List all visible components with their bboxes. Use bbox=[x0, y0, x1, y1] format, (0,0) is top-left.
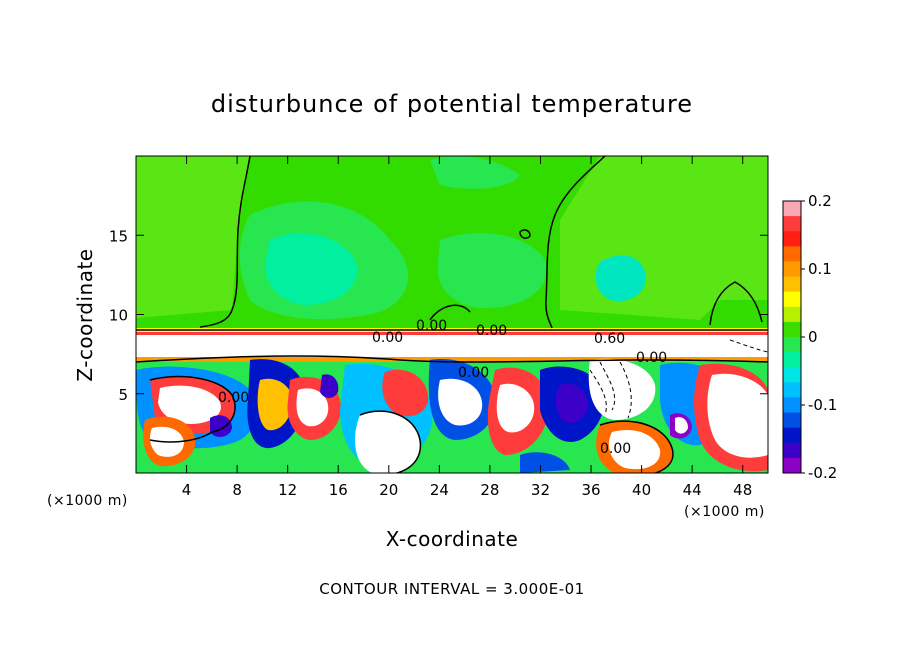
contour-label: 0.60 bbox=[594, 331, 625, 347]
x-unit-right: (×1000 m) bbox=[684, 504, 765, 520]
upper-cyan-blob bbox=[265, 232, 358, 305]
contour-label: 0.00 bbox=[600, 441, 631, 457]
colorbar-swatch bbox=[783, 231, 801, 247]
x-tick-label: 48 bbox=[733, 481, 752, 499]
inversion-band-white bbox=[136, 335, 768, 357]
colorbar-swatch bbox=[783, 276, 801, 293]
x-axis: 4 8 12 16 20 24 28 32 36 40 44 48 bbox=[182, 156, 752, 499]
upper-cyan-blob bbox=[595, 255, 646, 302]
colorbar-tick-label: -0.2 bbox=[808, 464, 837, 482]
colorbar-swatch bbox=[783, 457, 801, 474]
colorbar-tick-label: 0.1 bbox=[808, 260, 832, 278]
colorbar-swatch bbox=[783, 382, 801, 398]
colorbar-swatch bbox=[783, 306, 801, 323]
colorbar-swatch bbox=[783, 261, 801, 278]
contour-label: 0.00 bbox=[636, 350, 667, 366]
contour-labels: 0.00 0.00 0.00 0.60 0.00 0.00 0.00 0.00 bbox=[218, 318, 667, 457]
x-axis-label: X-coordinate bbox=[386, 527, 519, 551]
contour-lines bbox=[136, 156, 768, 473]
upper-light-green-region bbox=[136, 156, 250, 318]
colorbar-swatch bbox=[783, 397, 801, 414]
contour-label: 0.00 bbox=[372, 330, 403, 346]
dashed-contours bbox=[589, 339, 768, 419]
contour-label: 0.00 bbox=[416, 318, 447, 334]
inversion-band-red bbox=[136, 332, 768, 335]
y-axis: 5 10 15 bbox=[109, 227, 768, 404]
colorbar-swatch bbox=[783, 427, 801, 444]
contour-label: 0.00 bbox=[476, 323, 507, 339]
chart-title: disturbunce of potential temperature bbox=[211, 90, 693, 118]
x-tick-label: 40 bbox=[632, 481, 651, 499]
y-tick-label: 10 bbox=[109, 307, 128, 325]
y-tick-label: 15 bbox=[109, 227, 128, 245]
x-tick-label: 20 bbox=[379, 481, 398, 499]
x-unit-left: (×1000 m) bbox=[47, 493, 128, 509]
colorbar-swatch bbox=[783, 442, 801, 459]
colorbar-tick-label: 0 bbox=[808, 328, 818, 346]
colorbar-swatch bbox=[783, 216, 801, 232]
y-tick-label: 5 bbox=[118, 386, 128, 404]
contour-interval-note: CONTOUR INTERVAL = 3.000E-01 bbox=[319, 580, 584, 598]
contour-label: 0.00 bbox=[458, 365, 489, 381]
x-tick-label: 16 bbox=[329, 481, 348, 499]
x-tick-label: 12 bbox=[278, 481, 297, 499]
inversion-band-orange bbox=[136, 357, 768, 362]
colorbar-swatch bbox=[783, 201, 801, 217]
plot-area: 0.00 0.00 0.00 0.60 0.00 0.00 0.00 0.00 bbox=[136, 156, 768, 473]
contour-label: 0.00 bbox=[218, 390, 249, 406]
x-tick-label: 44 bbox=[683, 481, 702, 499]
colorbar-swatch bbox=[783, 291, 801, 308]
colorbar: 0.2 0.1 0 -0.1 -0.2 bbox=[782, 192, 837, 482]
x-tick-label: 4 bbox=[182, 481, 192, 499]
colorbar-tick-label: -0.1 bbox=[808, 396, 837, 414]
colorbar-swatch bbox=[783, 412, 801, 429]
x-tick-label: 28 bbox=[480, 481, 499, 499]
colorbar-swatch bbox=[783, 337, 801, 353]
colorbar-swatch bbox=[783, 352, 801, 368]
x-tick-label: 24 bbox=[430, 481, 449, 499]
colorbar-tick-label: 0.2 bbox=[808, 192, 832, 210]
x-tick-label: 36 bbox=[581, 481, 600, 499]
upper-cyan-blob bbox=[430, 156, 520, 189]
upper-light-green-region bbox=[560, 156, 768, 320]
colorbar-swatch bbox=[783, 321, 801, 338]
colorbar-swatch bbox=[783, 246, 801, 262]
colorbar-swatch bbox=[783, 367, 801, 383]
boundary-layer-eddies bbox=[136, 358, 768, 473]
x-tick-label: 32 bbox=[531, 481, 550, 499]
upper-cyan-blob bbox=[437, 232, 547, 309]
y-axis-label: Z-coordinate bbox=[73, 248, 97, 381]
x-tick-label: 8 bbox=[232, 481, 242, 499]
